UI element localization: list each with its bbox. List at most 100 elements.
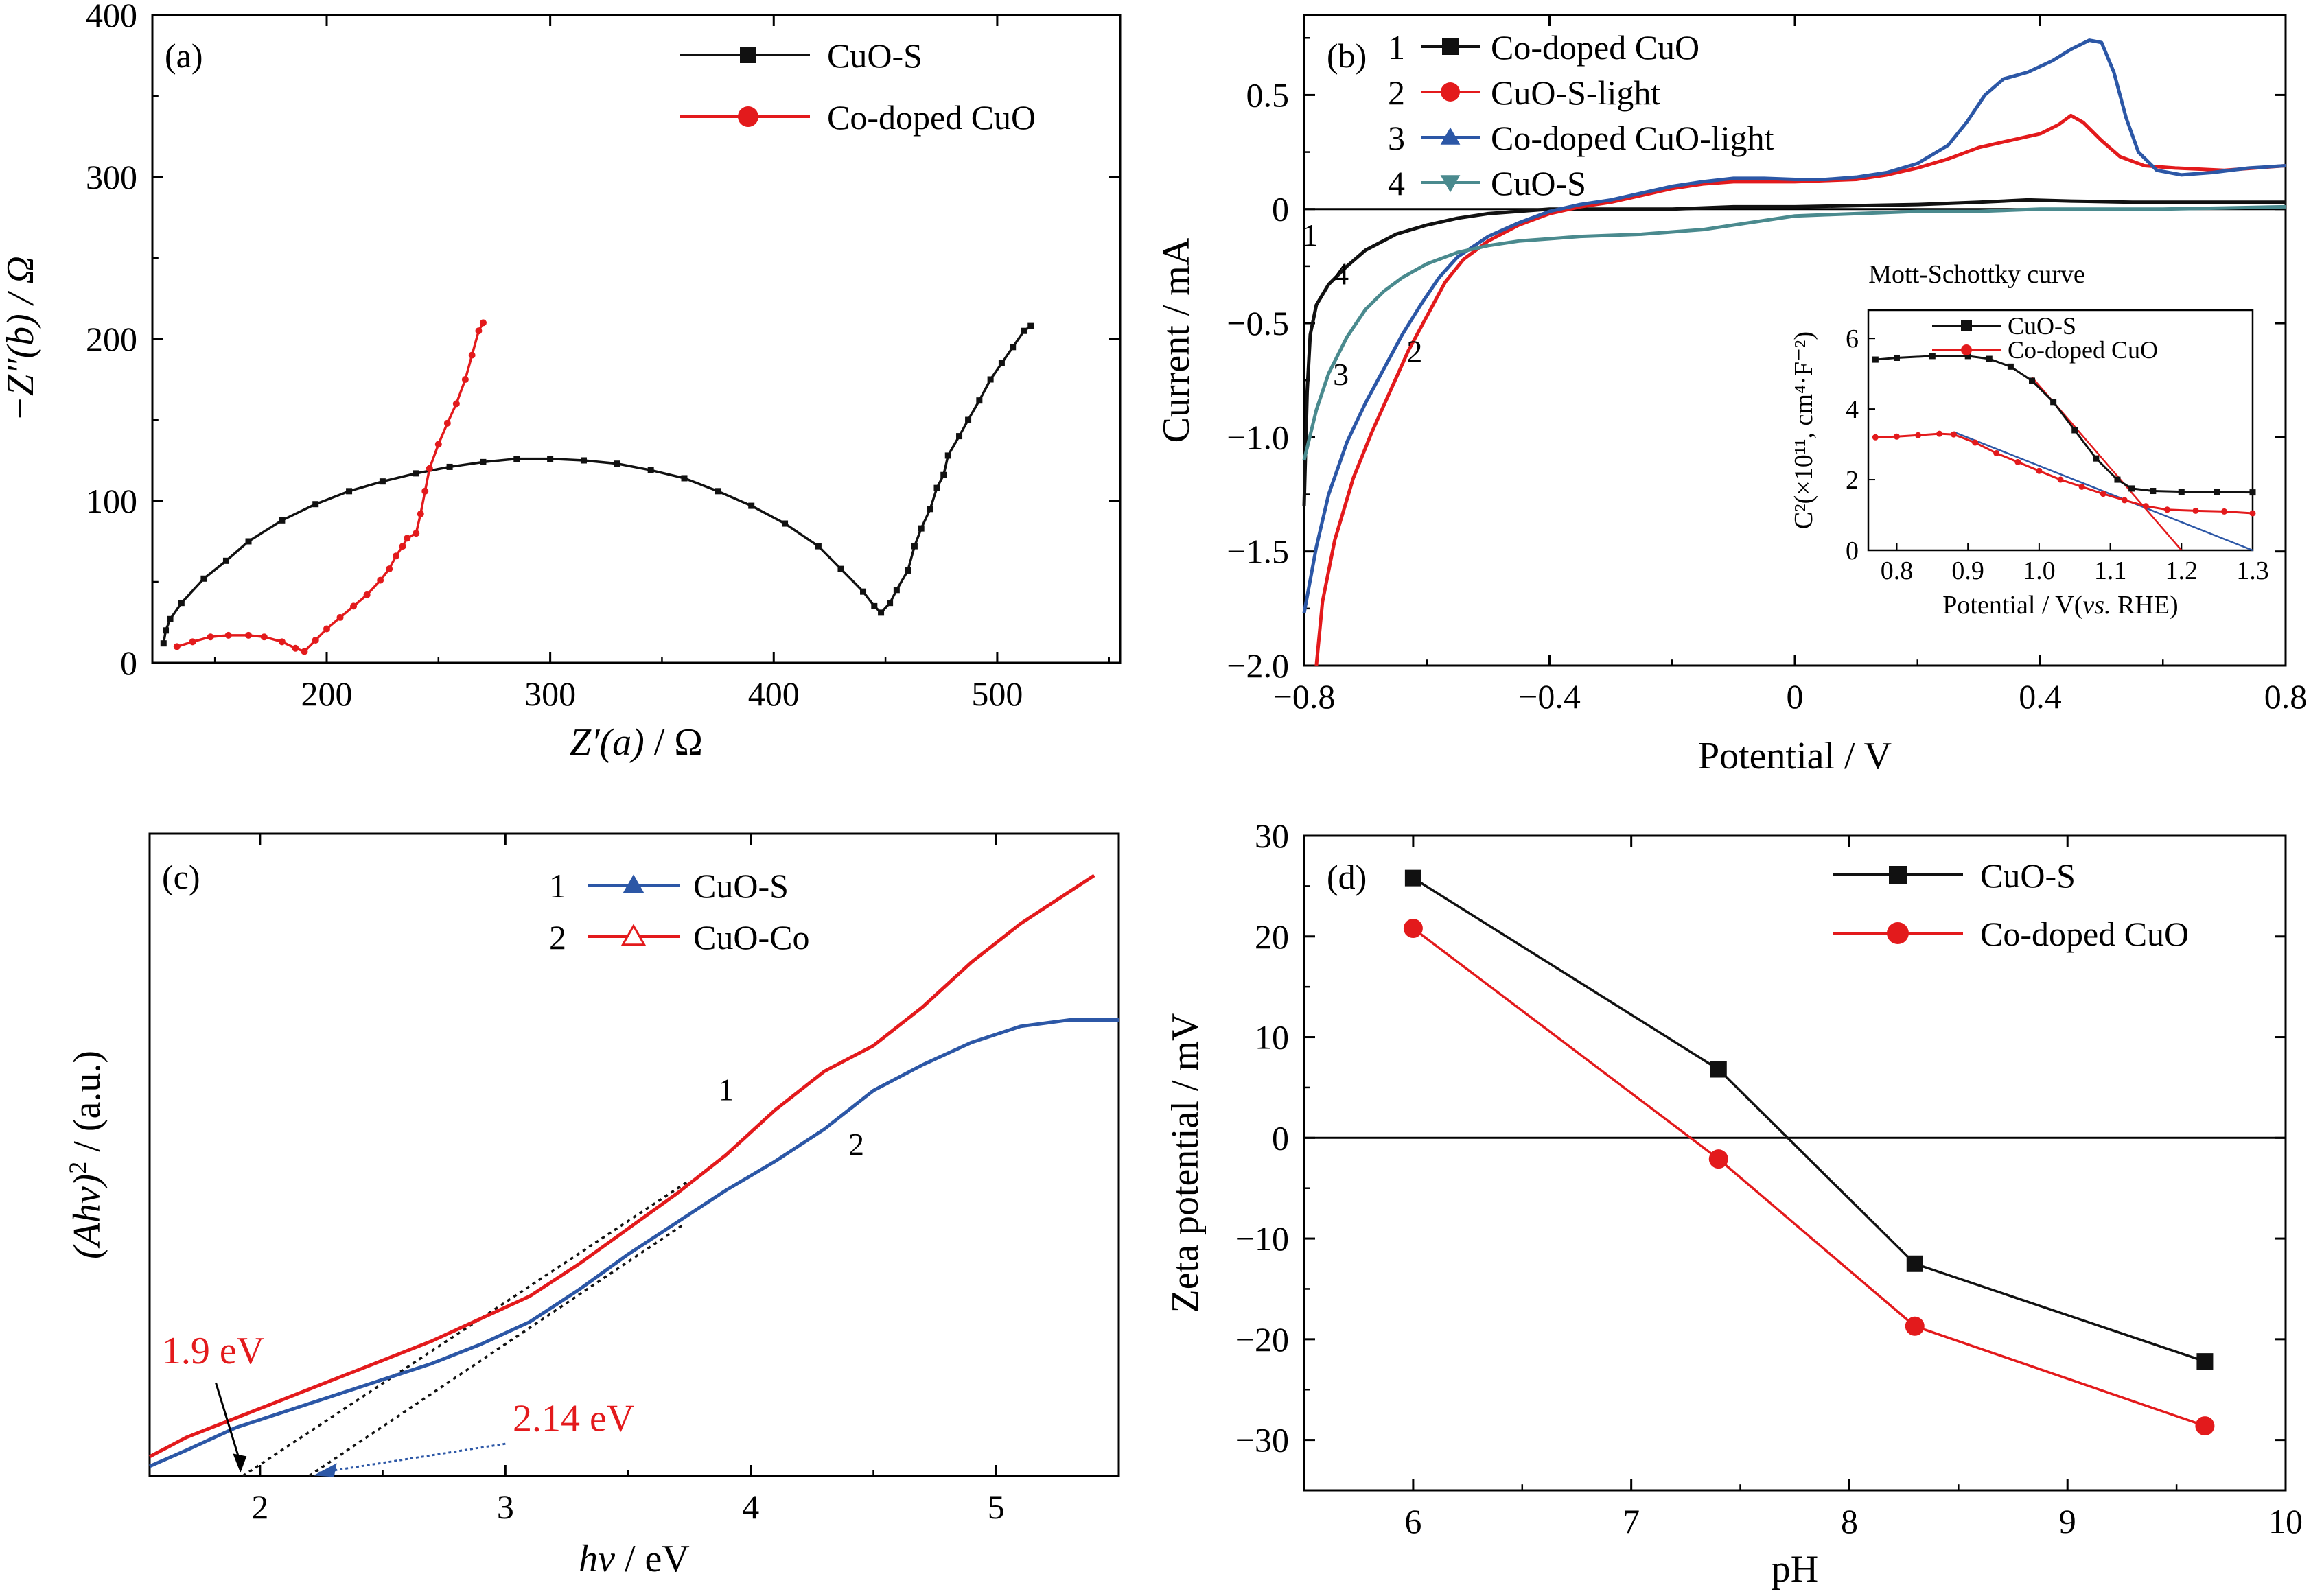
inset-x-axis-label-part-0: Potential / V(	[1942, 591, 2082, 620]
y-tick-label: 400	[86, 0, 137, 34]
y-tick-label: 10	[1255, 1018, 1289, 1057]
data-point	[413, 530, 420, 537]
data-point	[207, 633, 214, 641]
inset-y-tick-label: 6	[1846, 325, 1859, 353]
x-tick-label: 2	[251, 1488, 268, 1526]
legend-label: Co-doped CuO-light	[1491, 119, 1774, 157]
legend-marker	[1442, 38, 1459, 55]
data-point	[1404, 869, 1421, 887]
x-tick-label: 500	[971, 674, 1023, 713]
x-axis-label-unit: / eV	[615, 1538, 690, 1580]
data-point	[426, 465, 433, 472]
data-point	[681, 475, 688, 482]
data-point	[987, 376, 994, 383]
data-point	[944, 452, 951, 459]
y-axis-label-unit: / (a.u.)	[66, 1051, 108, 1162]
legend-number: 2	[1388, 73, 1405, 112]
y-tick-label: −1.5	[1227, 532, 1289, 571]
data-point	[434, 441, 442, 448]
legend-label: CuO-S	[1980, 856, 2076, 895]
series-line-2	[1302, 38, 2286, 613]
data-point	[200, 575, 207, 582]
data-point	[614, 460, 620, 467]
legend-marker	[738, 106, 758, 127]
y-tick-label: 0	[1272, 1118, 1289, 1157]
annotation-arrow-head	[233, 1453, 247, 1473]
panel-c: 2 3 4 5(c)hv / eV(Ahv)2 / (a.u.) 121.9 eV2.1…	[64, 832, 1120, 1580]
data-point	[998, 360, 1005, 366]
inset-x-tick-label: 1.0	[2023, 556, 2056, 585]
inset-data-point	[2121, 497, 2128, 504]
annotation-pointer-head	[313, 1463, 337, 1477]
curve-number-label: 1	[1302, 218, 1318, 253]
y-axis-label-exponent: 2	[64, 1162, 91, 1174]
data-point	[278, 638, 286, 646]
x-tick-label: 0	[1787, 677, 1804, 716]
inset-series-line-1	[1875, 432, 2253, 515]
tangent-line-0	[242, 1179, 690, 1477]
y-tick-label: −2.0	[1227, 646, 1289, 685]
y-tick-label: 30	[1255, 817, 1289, 855]
legend-number: 3	[1388, 119, 1405, 157]
inset-data-point	[1893, 433, 1900, 440]
data-point	[346, 488, 353, 495]
data-point	[2195, 1416, 2215, 1436]
data-point	[1905, 1316, 1925, 1336]
inset-data-point	[1964, 353, 1971, 360]
data-point	[2196, 1353, 2214, 1370]
data-point	[1906, 1255, 1923, 1272]
series-line-1	[176, 322, 485, 653]
y-tick-label: −10	[1235, 1219, 1289, 1258]
inset-data-point	[2221, 508, 2228, 515]
legend-marker	[623, 874, 644, 893]
series-line-1	[1314, 113, 2286, 666]
panel-d: 6 7 8 9 10 −30 −20 −10 0 10 20 30 (d) pH Zeta potentia…	[1164, 817, 2303, 1591]
data-point	[878, 609, 885, 616]
curve-number-label: 2	[848, 1127, 864, 1162]
data-point	[446, 463, 453, 470]
data-point	[933, 484, 940, 491]
data-point	[292, 644, 299, 652]
y-tick-label: 100	[86, 482, 137, 520]
data-point	[167, 615, 174, 622]
inset-data-point	[2114, 476, 2121, 483]
inset-data-point	[1929, 353, 1936, 360]
x-tick-label: 0.8	[2264, 677, 2308, 716]
legend-label: CuO-S	[1491, 164, 1586, 202]
x-tick-label: 5	[988, 1488, 1005, 1526]
data-point	[911, 543, 918, 550]
x-axis-label: Potential / V	[1698, 735, 1892, 777]
plot-frame	[148, 832, 1120, 1477]
inset-x-axis-label-part-1: vs.	[2082, 591, 2111, 620]
data-point	[918, 525, 925, 532]
data-point	[163, 627, 170, 634]
series-line-0	[1302, 198, 2286, 506]
data-point	[160, 640, 167, 647]
data-point	[224, 631, 232, 639]
series-line-0	[1412, 877, 2205, 1363]
y-tick-label: 0	[1272, 190, 1289, 228]
curve-number-label: 1	[719, 1072, 734, 1107]
data-point	[837, 565, 844, 572]
y-axis-label-main: (Ahv)	[66, 1174, 108, 1259]
data-point	[379, 478, 386, 485]
y-tick-label: 0.5	[1246, 75, 1290, 114]
data-point	[479, 319, 487, 327]
data-point	[222, 557, 229, 564]
data-point	[452, 400, 460, 408]
series-line-1	[1412, 927, 2205, 1427]
legend-label: CuO-S	[827, 36, 922, 75]
inset-title: Mott-Schottky curve	[1868, 260, 2085, 289]
series-line-1	[149, 1018, 1119, 1468]
data-point	[173, 643, 181, 650]
x-axis-label-main: Z′(a)	[570, 721, 644, 764]
panel-label-d: (d)	[1327, 858, 1367, 896]
inset-data-point	[1993, 449, 2000, 456]
annotation-band-gap-2: 2.14 eV	[513, 1397, 634, 1440]
panel-label-c: (c)	[162, 858, 200, 896]
inset-data-point	[2057, 476, 2064, 483]
inset-data-point	[2178, 489, 2185, 495]
inset-legend-label: Co-doped CuO	[2008, 336, 2158, 364]
curve-number-label: 3	[1333, 357, 1349, 392]
